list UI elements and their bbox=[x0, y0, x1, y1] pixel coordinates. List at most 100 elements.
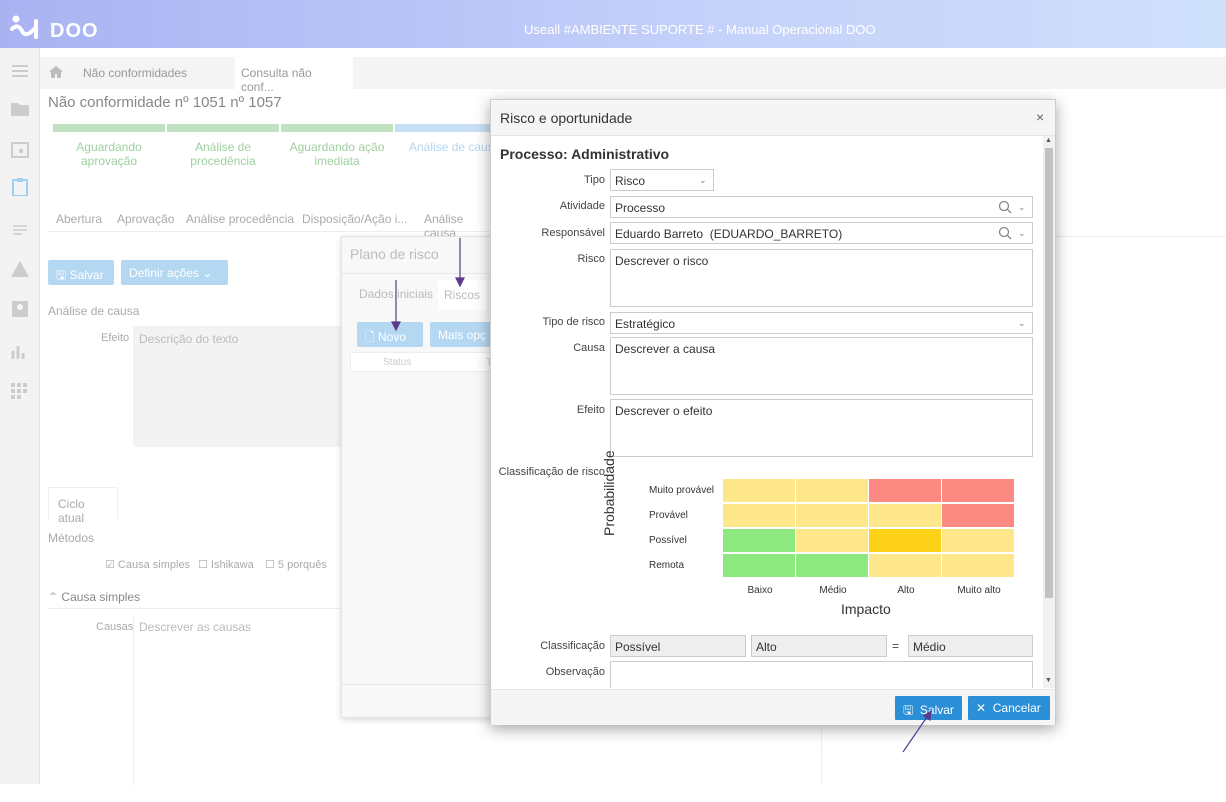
matrix-cell[interactable] bbox=[723, 554, 796, 578]
cancel-button[interactable]: ✕ Cancelar bbox=[968, 696, 1050, 720]
page-save-label: Salvar bbox=[69, 268, 104, 282]
efeito-textarea[interactable]: Descrição do texto bbox=[133, 326, 343, 447]
contact-icon[interactable] bbox=[10, 300, 30, 318]
chevron-up-icon: ⌃ bbox=[48, 590, 59, 604]
tipo-risco-select[interactable]: Estratégico ⌄ bbox=[610, 312, 1033, 334]
chevron-down-icon[interactable]: ⌄ bbox=[1018, 202, 1026, 212]
tipo-select[interactable]: Risco ⌄ bbox=[610, 169, 714, 191]
column-status: Status bbox=[383, 357, 412, 368]
menu-icon[interactable] bbox=[10, 62, 30, 80]
matrix-x-title: Impacto bbox=[841, 601, 891, 617]
tab-ciclo-atual[interactable]: Ciclo atual bbox=[48, 487, 118, 525]
divider bbox=[342, 273, 502, 274]
chart-icon[interactable] bbox=[10, 342, 30, 360]
define-actions-button[interactable]: Definir ações ⌄ bbox=[121, 260, 228, 285]
step-label: Aguardando ação imediata bbox=[289, 140, 385, 168]
apps-icon[interactable] bbox=[10, 382, 30, 400]
home-icon[interactable] bbox=[48, 65, 64, 79]
save-icon: 🖫 bbox=[903, 703, 914, 717]
chevron-down-icon[interactable]: ⌄ bbox=[1018, 228, 1026, 238]
warning-icon[interactable] bbox=[10, 260, 30, 278]
step-bar bbox=[281, 124, 393, 132]
matrix-col-label: Baixo bbox=[747, 585, 773, 596]
tab-abertura[interactable]: Abertura bbox=[56, 212, 103, 226]
matrix-y-title: Probabilidade bbox=[601, 450, 617, 536]
list-icon[interactable] bbox=[10, 220, 30, 238]
app-title: Useall #AMBIENTE SUPORTE # - Manual Oper… bbox=[524, 22, 876, 37]
divider bbox=[342, 684, 502, 685]
risco-textarea[interactable]: Descrever o risco bbox=[610, 249, 1033, 307]
matrix-cell[interactable] bbox=[796, 554, 869, 578]
calendar-icon[interactable] bbox=[10, 140, 30, 158]
causa-textarea[interactable]: Descrever a causa bbox=[610, 337, 1033, 395]
matrix-row-label: Provável bbox=[649, 510, 688, 521]
checkbox-causa-simples[interactable]: ☑ Causa simples bbox=[105, 559, 191, 571]
matrix-cell[interactable] bbox=[942, 529, 1015, 553]
matrix-cell[interactable] bbox=[796, 529, 869, 553]
equals-sign: = bbox=[892, 639, 900, 653]
tipo-risco-value: Estratégico bbox=[615, 317, 676, 331]
atividade-input[interactable]: Processo ⌄ bbox=[610, 196, 1033, 218]
matrix-cell[interactable] bbox=[723, 529, 796, 553]
causas-textarea[interactable]: Descrever as causas bbox=[139, 620, 252, 634]
causa-simples-toggle[interactable]: ⌃ Causa simples bbox=[48, 590, 140, 604]
tab-dados-iniciais[interactable]: Dados iniciais bbox=[359, 287, 434, 301]
matrix-cell[interactable] bbox=[942, 504, 1015, 528]
folder-icon[interactable] bbox=[10, 100, 30, 118]
modal-header: Risco e oportunidade × bbox=[491, 100, 1055, 136]
scroll-up-icon[interactable]: ▲ bbox=[1045, 137, 1052, 144]
classificacao-result-field: Médio bbox=[908, 635, 1033, 657]
breadcrumb-item[interactable]: Não conformidades bbox=[83, 66, 188, 80]
classificacao-label: Classificação bbox=[540, 640, 605, 652]
page-save-button[interactable]: 🖫 Salvar bbox=[48, 260, 114, 285]
matrix-cell[interactable] bbox=[869, 554, 942, 578]
observacao-textarea[interactable] bbox=[610, 661, 1033, 688]
save-button[interactable]: 🖫 Salvar bbox=[895, 696, 962, 720]
responsavel-value: Eduardo Barreto (EDUARDO_BARRETO) bbox=[615, 227, 843, 241]
responsavel-input[interactable]: Eduardo Barreto (EDUARDO_BARRETO) ⌄ bbox=[610, 222, 1033, 244]
save-icon: 🖫 bbox=[56, 268, 67, 282]
matrix-row-label: Muito provável bbox=[649, 485, 715, 496]
tab-disposicao[interactable]: Disposição/Ação i... bbox=[302, 212, 408, 226]
matrix-cell[interactable] bbox=[796, 479, 869, 503]
scrollbar-thumb[interactable] bbox=[1045, 148, 1053, 598]
close-icon: ✕ bbox=[976, 701, 987, 715]
step-label: Análise de causa bbox=[409, 140, 490, 154]
tab-bar: Abertura Aprovação Análise procedência D… bbox=[48, 208, 498, 240]
matrix-cell[interactable] bbox=[869, 479, 942, 503]
matrix-cell[interactable] bbox=[869, 529, 942, 553]
process-title: Processo: Administrativo bbox=[500, 146, 670, 162]
matrix-row-label: Possível bbox=[649, 535, 687, 546]
modal-footer: 🖫 Salvar ✕ Cancelar bbox=[491, 689, 1055, 725]
checkbox-ishikawa[interactable]: ☐ Ishikawa bbox=[198, 559, 254, 571]
scrollbar[interactable]: ▲ ▼ bbox=[1043, 136, 1055, 688]
matrix-cell[interactable] bbox=[869, 504, 942, 528]
tab-aprovacao[interactable]: Aprovação bbox=[117, 212, 175, 226]
search-icon[interactable] bbox=[998, 226, 1012, 240]
step-label: Análise de procedência bbox=[190, 140, 256, 168]
step-bar bbox=[395, 124, 490, 132]
tipo-risco-label: Tipo de risco bbox=[542, 316, 605, 328]
risco-label: Risco bbox=[577, 253, 605, 265]
matrix-cell[interactable] bbox=[723, 504, 796, 528]
matrix-cell[interactable] bbox=[942, 554, 1015, 578]
plano-title: Plano de risco bbox=[350, 246, 439, 262]
save-label: Salvar bbox=[919, 703, 954, 717]
tab-riscos[interactable]: Riscos bbox=[438, 280, 486, 310]
atividade-value: Processo bbox=[615, 201, 666, 215]
close-icon[interactable]: × bbox=[1036, 109, 1045, 125]
matrix-cell[interactable] bbox=[723, 479, 796, 503]
breadcrumb-active-tab[interactable]: Consulta não conf... bbox=[235, 57, 353, 94]
plano-risco-dialog: Plano de risco Dados iniciais Riscos 🗋 N… bbox=[341, 236, 502, 718]
checkbox-5-porques[interactable]: ☐ 5 porquês bbox=[265, 559, 327, 571]
efeito-textarea[interactable]: Descrever o efeito bbox=[610, 399, 1033, 457]
search-icon[interactable] bbox=[998, 200, 1012, 214]
matrix-cell[interactable] bbox=[942, 479, 1015, 503]
tab-analise-procedencia[interactable]: Análise procedência bbox=[186, 212, 295, 226]
clipboard-icon[interactable] bbox=[10, 178, 30, 196]
new-button[interactable]: 🗋 Novo bbox=[357, 322, 423, 347]
matrix-cell[interactable] bbox=[796, 504, 869, 528]
scroll-down-icon[interactable]: ▼ bbox=[1045, 677, 1052, 684]
causas-label: Causas bbox=[96, 621, 134, 633]
logo-icon bbox=[10, 15, 38, 39]
